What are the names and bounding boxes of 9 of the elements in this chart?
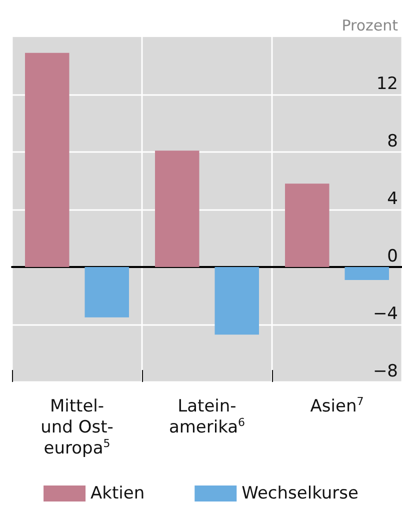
y-tick-label: 8	[387, 132, 398, 152]
legend-label: Aktien	[90, 484, 145, 504]
y-tick-label: −8	[372, 362, 398, 382]
legend-label: Wechselkurse	[242, 484, 358, 504]
y-tick-label: 0	[387, 246, 398, 266]
y-tick-label: 4	[387, 189, 398, 209]
y-tick-label: −4	[372, 304, 398, 324]
y-axis-title: Prozent	[342, 16, 398, 34]
y-tick-label: 12	[376, 74, 398, 94]
